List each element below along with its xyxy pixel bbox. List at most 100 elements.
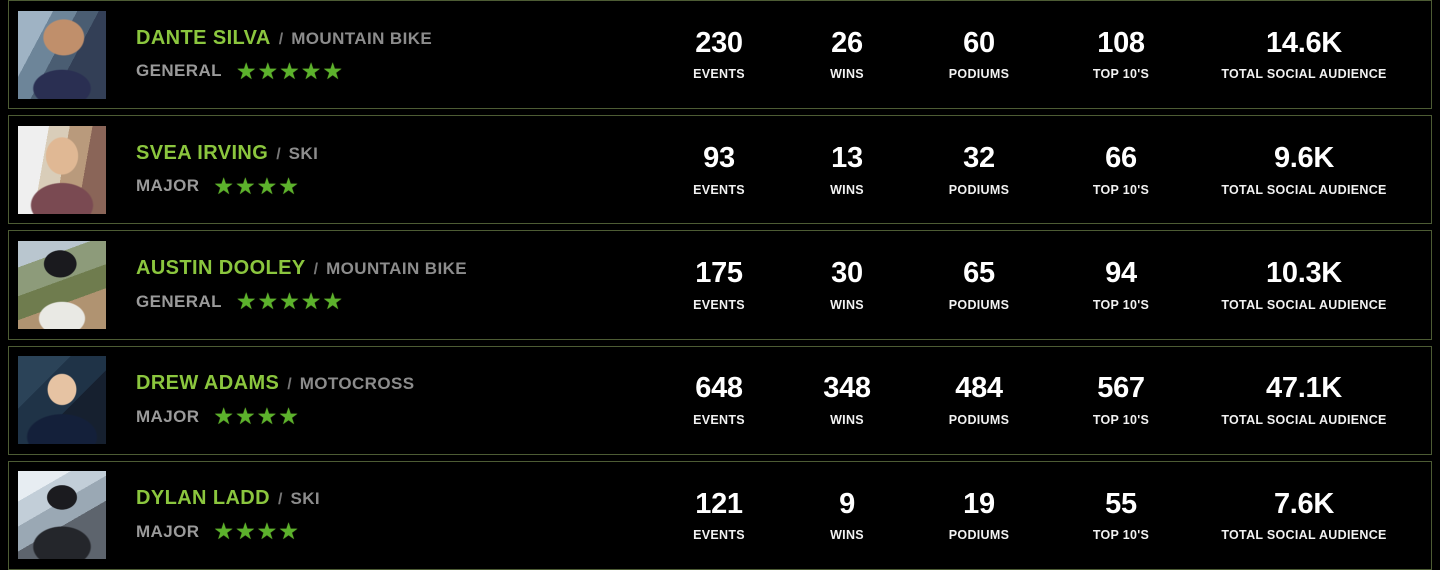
star-icon: ★ — [235, 518, 256, 545]
athlete-name-block: DYLAN LADD / SKI MAJOR ★ ★ ★ ★ — [106, 487, 320, 543]
stat-wins: 26 WINS — [783, 26, 911, 81]
athlete-tier-label: MAJOR — [136, 176, 200, 196]
star-icon: ★ — [213, 518, 235, 545]
athlete-name-line: SVEA IRVING / SKI — [136, 142, 318, 165]
stat-podiums: 484 PODIUMS — [911, 372, 1047, 427]
star-icon: ★ — [300, 57, 322, 84]
athlete-tier-line: MAJOR ★ ★ ★ ★ — [136, 520, 320, 543]
star-icon: ★ — [256, 403, 278, 430]
athlete-stats: 121 EVENTS 9 WINS 19 PODIUMS 55 TOP 10'S 7.6K TOT… — [655, 487, 1431, 543]
athlete-star-rating: ★ ★ ★ ★ ★ — [235, 57, 344, 84]
athlete-row[interactable]: DANTE SILVA / MOUNTAIN BIKE GENERAL ★ ★ ★ ★ ★ 230… — [8, 0, 1432, 110]
stat-events: 93 EVENTS — [655, 142, 783, 197]
athlete-name-line: AUSTIN DOOLEY / MOUNTAIN BIKE — [136, 257, 467, 280]
stat-value-top10: 66 — [1105, 142, 1137, 175]
athlete-tier-line: MAJOR ★ ★ ★ ★ — [136, 405, 414, 428]
athlete-name[interactable]: DREW ADAMS — [136, 372, 280, 395]
stat-audience: 10.3K TOTAL SOCIAL AUDIENCE — [1195, 258, 1413, 312]
stat-value-podiums: 19 — [963, 487, 995, 520]
athlete-name-block: AUSTIN DOOLEY / MOUNTAIN BIKE GENERAL ★ ★ ★ ★ ★ — [106, 257, 467, 313]
athlete-star-rating: ★ ★ ★ ★ — [213, 405, 299, 428]
stat-value-events: 230 — [695, 26, 743, 59]
stat-label-events: EVENTS — [693, 182, 745, 197]
stat-label-events: EVENTS — [693, 67, 745, 82]
athlete-discipline: SKI — [290, 489, 320, 509]
athlete-tier-label: MAJOR — [136, 521, 200, 541]
star-icon: ★ — [279, 288, 300, 314]
athlete-name[interactable]: DANTE SILVA — [136, 26, 271, 49]
athlete-discipline: MOUNTAIN BIKE — [291, 28, 433, 48]
stat-label-podiums: PODIUMS — [948, 297, 1010, 312]
star-icon: ★ — [300, 288, 322, 314]
athlete-avatar[interactable] — [18, 241, 106, 329]
athlete-identity: AUSTIN DOOLEY / MOUNTAIN BIKE GENERAL ★ ★ ★ ★ ★ — [9, 241, 467, 329]
athlete-row[interactable]: DYLAN LADD / SKI MAJOR ★ ★ ★ ★ 121 EVENTS 9 WINS 19 P… — [8, 460, 1432, 570]
stat-label-wins: WINS — [830, 297, 864, 312]
stat-top10: 66 TOP 10'S — [1047, 142, 1195, 197]
star-icon: ★ — [213, 403, 235, 430]
stat-podiums: 60 PODIUMS — [911, 27, 1047, 82]
stat-wins: 9 WINS — [783, 487, 911, 543]
athlete-avatar[interactable] — [18, 471, 106, 560]
athlete-identity: DREW ADAMS / MOTOCROSS MAJOR ★ ★ ★ ★ — [9, 356, 414, 445]
stat-top10: 567 TOP 10'S — [1047, 372, 1195, 427]
star-icon: ★ — [235, 172, 256, 199]
stat-events: 121 EVENTS — [655, 488, 783, 543]
stat-label-events: EVENTS — [693, 297, 745, 312]
stat-value-podiums: 484 — [955, 372, 1003, 405]
stat-label-podiums: PODIUMS — [948, 67, 1010, 82]
athlete-tier-line: GENERAL ★ ★ ★ ★ ★ — [136, 57, 432, 84]
athlete-discipline: MOUNTAIN BIKE — [326, 259, 467, 278]
name-separator: / — [287, 376, 292, 394]
athlete-row[interactable]: AUSTIN DOOLEY / MOUNTAIN BIKE GENERAL ★ ★ ★ ★ ★ 1… — [8, 230, 1432, 340]
drew-adams-portrait — [18, 356, 106, 445]
star-icon: ★ — [235, 403, 256, 430]
name-separator: / — [278, 30, 284, 48]
athlete-name-block: DANTE SILVA / MOUNTAIN BIKE GENERAL ★ ★ ★ ★ ★ — [106, 27, 432, 83]
stat-label-events: EVENTS — [693, 412, 745, 427]
athlete-name[interactable]: SVEA IRVING — [136, 141, 269, 164]
stat-label-audience: TOTAL SOCIAL AUDIENCE — [1221, 182, 1387, 197]
stat-value-wins: 26 — [831, 26, 863, 59]
stat-podiums: 19 PODIUMS — [911, 487, 1047, 542]
star-icon: ★ — [257, 57, 279, 84]
stat-label-top10: TOP 10'S — [1092, 528, 1150, 543]
athlete-tier-label: MAJOR — [136, 406, 200, 426]
stat-label-events: EVENTS — [693, 528, 745, 543]
athlete-identity: DYLAN LADD / SKI MAJOR ★ ★ ★ ★ — [9, 471, 320, 560]
athlete-name[interactable]: DYLAN LADD — [136, 487, 270, 510]
star-icon: ★ — [322, 57, 344, 84]
stat-value-audience: 47.1K — [1266, 372, 1342, 405]
stat-value-audience: 7.6K — [1273, 487, 1335, 520]
stat-events: 648 EVENTS — [655, 373, 783, 427]
star-icon: ★ — [256, 518, 278, 545]
athlete-tier-line: GENERAL ★ ★ ★ ★ ★ — [136, 290, 467, 313]
dylan-ladd-portrait — [18, 471, 106, 560]
athlete-star-rating: ★ ★ ★ ★ — [213, 520, 299, 543]
stat-value-podiums: 65 — [963, 257, 995, 290]
athlete-star-rating: ★ ★ ★ ★ — [213, 172, 299, 199]
athlete-row[interactable]: DREW ADAMS / MOTOCROSS MAJOR ★ ★ ★ ★ 648 EVENTS 34… — [8, 345, 1432, 455]
stat-podiums: 32 PODIUMS — [911, 143, 1047, 197]
athlete-name-line: DANTE SILVA / MOUNTAIN BIKE — [136, 27, 432, 50]
athlete-name[interactable]: AUSTIN DOOLEY — [136, 257, 306, 279]
athlete-avatar[interactable] — [18, 125, 106, 214]
stat-label-top10: TOP 10'S — [1092, 182, 1150, 197]
name-separator: / — [276, 145, 281, 163]
athlete-avatar[interactable] — [18, 10, 106, 99]
star-icon: ★ — [235, 57, 257, 84]
svea-irving-portrait — [18, 125, 106, 214]
star-icon: ★ — [213, 172, 235, 199]
stat-label-wins: WINS — [830, 528, 864, 543]
athlete-avatar[interactable] — [18, 356, 106, 445]
athlete-row[interactable]: SVEA IRVING / SKI MAJOR ★ ★ ★ ★ 93 EVENTS 13 WINS 32… — [8, 115, 1432, 225]
athlete-tier-label: GENERAL — [136, 291, 222, 311]
stat-value-top10: 567 — [1097, 372, 1145, 405]
stat-value-wins: 9 — [839, 487, 855, 520]
stat-value-events: 93 — [703, 142, 735, 175]
name-separator: / — [278, 491, 283, 509]
athlete-discipline: SKI — [288, 143, 319, 163]
athlete-name-line: DYLAN LADD / SKI — [136, 487, 320, 510]
athlete-stats: 93 EVENTS 13 WINS 32 PODIUMS 66 TOP 10'S 9.6K TOT… — [655, 142, 1431, 197]
